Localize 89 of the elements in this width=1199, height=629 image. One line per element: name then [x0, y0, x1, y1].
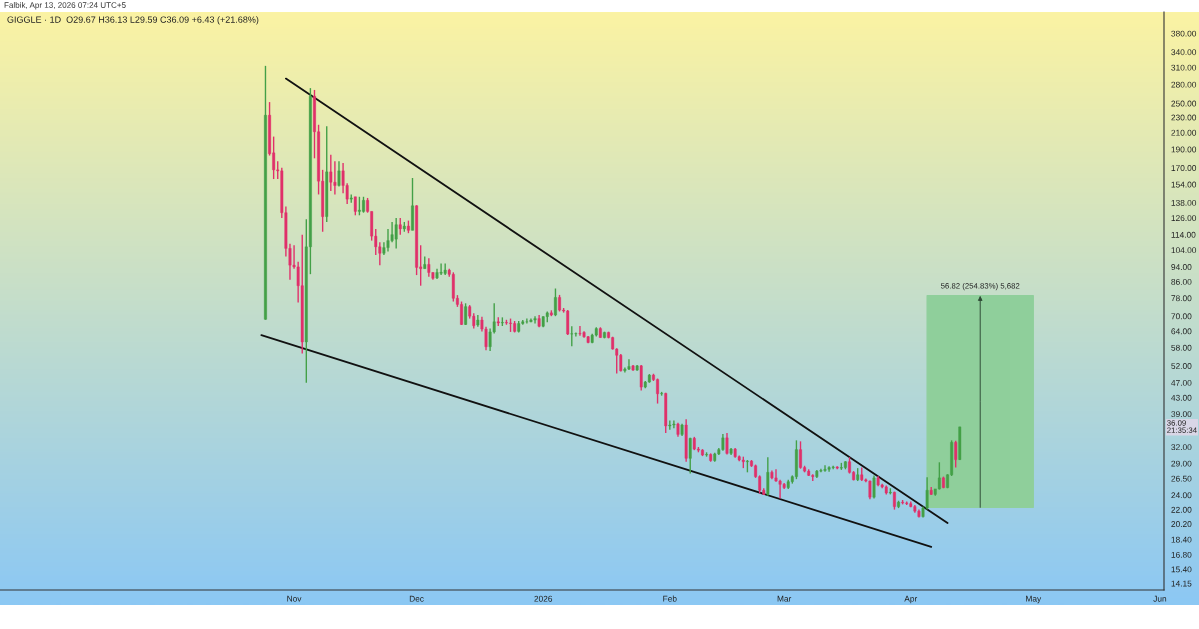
- candlestick: [357, 196, 361, 216]
- x-tick-label: Mar: [777, 595, 792, 602]
- y-tick-label: 43.00: [1171, 394, 1192, 401]
- candlestick: [460, 300, 463, 326]
- candlestick: [868, 479, 872, 500]
- y-tick-label: 29.00: [1171, 460, 1192, 467]
- y-tick-label: 52.00: [1171, 363, 1192, 369]
- candlestick: [823, 464, 827, 473]
- candlestick: [406, 219, 410, 234]
- y-tick-label: 126.00: [1171, 215, 1197, 222]
- candlestick: [799, 440, 802, 470]
- candlestick: [439, 262, 443, 276]
- candlestick: [705, 451, 708, 458]
- candlestick: [554, 287, 557, 317]
- candlestick: [766, 456, 770, 497]
- candlestick: [897, 500, 900, 509]
- x-tick-label: Feb: [663, 595, 677, 602]
- candlestick: [668, 419, 672, 431]
- candlestick: [337, 160, 341, 188]
- candlestick: [937, 461, 941, 491]
- y-tick-label: 280.00: [1171, 81, 1197, 88]
- x-tick-label: Apr: [904, 595, 918, 604]
- candlestick: [570, 325, 574, 347]
- y-tick-label: 15.40: [1171, 566, 1192, 573]
- candlestick: [394, 217, 398, 250]
- y-tick-label: 310.00: [1171, 64, 1197, 71]
- candlestick: [688, 437, 692, 475]
- y-tick-label: 20.20: [1171, 521, 1192, 527]
- y-tick-label: 26.50: [1171, 475, 1192, 482]
- y-tick-label: 22.00: [1171, 506, 1192, 513]
- candlestick: [942, 475, 945, 489]
- y-tick-label: 64.00: [1171, 328, 1192, 335]
- candlestick: [672, 419, 676, 429]
- candlestick: [578, 325, 582, 337]
- y-tick-label: 380.00: [1171, 30, 1197, 37]
- y-tick-label: 94.00: [1171, 264, 1192, 270]
- y-tick-label: 104.00: [1171, 247, 1197, 254]
- y-tick-label: 210.00: [1171, 129, 1197, 136]
- candlestick: [872, 474, 876, 500]
- y-tick-label: 250.00: [1171, 100, 1197, 107]
- candlestick: [427, 257, 431, 278]
- y-tick-label: 138.00: [1171, 199, 1197, 206]
- y-tick-label: 24.00: [1171, 492, 1192, 499]
- y-tick-label: 32.00: [1171, 444, 1192, 451]
- candlestick: [451, 271, 455, 303]
- candlestick: [329, 153, 333, 192]
- y-tick-label: 340.00: [1171, 49, 1197, 56]
- y-tick-label: 16.80: [1171, 551, 1192, 558]
- y-tick-label: 78.00: [1171, 295, 1192, 302]
- y-tick-label: 39.00: [1171, 411, 1192, 418]
- y-tick-label: 170.00: [1171, 165, 1197, 171]
- y-tick-label: 58.00: [1171, 344, 1192, 351]
- y-tick-label: 14.15: [1171, 580, 1192, 587]
- y-tick-label: 18.40: [1171, 536, 1192, 543]
- candlestick: [627, 358, 631, 371]
- candlestick: [639, 364, 643, 392]
- y-tick-label: 190.00: [1171, 146, 1197, 153]
- candlestick: [574, 331, 578, 338]
- candlestick: [893, 490, 896, 511]
- candlestick: [566, 309, 570, 336]
- candlestick: [794, 439, 798, 480]
- candlestick: [774, 468, 778, 483]
- y-tick-label: 86.00: [1171, 278, 1192, 285]
- candlestick: [701, 448, 704, 457]
- candlestick: [954, 440, 958, 469]
- x-tick-label: 2026: [534, 595, 553, 602]
- y-tick-label: 70.00: [1171, 313, 1192, 320]
- candlestick: [505, 319, 508, 326]
- candlestick: [464, 302, 468, 326]
- candlestick: [362, 196, 365, 214]
- candlestick: [656, 377, 659, 405]
- candlestick: [415, 204, 419, 276]
- x-tick-label: Nov: [287, 595, 302, 602]
- x-tick-label: Jun: [1153, 595, 1167, 602]
- y-tick-label: 47.00: [1171, 379, 1192, 386]
- chart-title: GIGGLE · 1D O29.67 H36.13 L29.59 C36.09 +6.43 (+21.68%): [7, 16, 259, 25]
- candlestick: [745, 459, 749, 474]
- text: Falbik, Apr 13, 2026 07:24 UTC+5: [4, 2, 126, 10]
- y-tick-label: 114.00: [1171, 231, 1196, 238]
- candlestick: [509, 317, 512, 333]
- candlestick: [411, 177, 414, 232]
- candlestick: [264, 65, 267, 321]
- candlestick: [558, 294, 561, 313]
- x-tick-label: Dec: [409, 595, 424, 602]
- candlestick: [603, 330, 606, 340]
- y-tick-label: 230.00: [1171, 114, 1197, 121]
- candlestick: [353, 196, 357, 216]
- y-tick-label: 154.00: [1171, 181, 1197, 188]
- x-tick-label: May: [1026, 595, 1042, 604]
